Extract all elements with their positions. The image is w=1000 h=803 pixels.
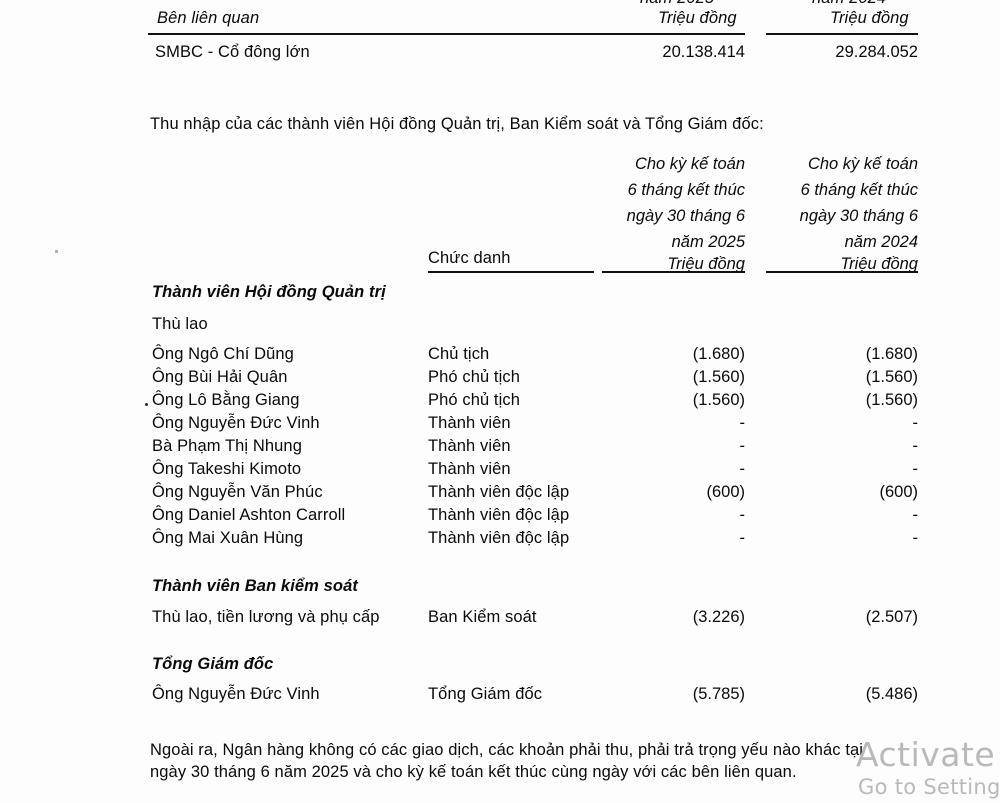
row-name: Thù lao, tiền lương và phụ cấp [152,608,380,626]
header-2024-line-2: 6 tháng kết thúc [800,181,918,199]
header-2024-line-4: năm 2024 [844,233,918,251]
row-value-2024: (2.507) [865,608,918,626]
header-2024-line-5: Triệu đồng [840,255,918,273]
row-name: Bà Phạm Thị Nhung [152,437,302,455]
top-table-header-party: Bên liên quan [157,9,260,27]
section-subheading-remuneration: Thù lao [152,315,208,333]
section-heading-supervisory: Thành viên Ban kiểm soát [152,577,358,595]
header-2025-line-4: năm 2025 [671,233,745,251]
row-value-2025: (3.226) [692,608,745,626]
top-table-row-value-2024: 29.284.052 [835,43,918,61]
intro-paragraph: Thu nhập của các thành viên Hội đồng Quả… [150,115,764,133]
row-name: Ông Takeshi Kimoto [152,460,302,478]
row-name: Ông Mai Xuân Hùng [152,529,304,547]
row-value-2024: (600) [879,483,918,501]
row-value-2024: (1.560) [865,368,918,386]
row-position: Thành viên độc lập [428,506,570,524]
row-name: Ông Nguyễn Đức Vinh [152,685,320,703]
row-value-2024: - [912,529,919,547]
row-position: Thành viên [428,437,511,455]
row-value-2024: (5.486) [865,685,918,703]
header-position-label: Chức danh [428,249,511,267]
row-value-2024: (1.680) [865,345,918,363]
top-table-rule-right [766,33,918,35]
row-value-2025: (1.560) [692,391,745,409]
main-table-rule-2025 [602,271,745,273]
scan-artifact-dot [145,403,148,406]
top-table-header-unit-2025: Triệu đồng [658,9,737,27]
row-name: Ông Bùi Hải Quân [152,368,288,386]
top-table-header-unit-2024: Triệu đồng [830,9,909,27]
row-value-2025: - [739,414,746,432]
row-value-2024: - [912,506,919,524]
header-2025-line-3: ngày 30 tháng 6 [626,207,745,225]
row-value-2024: - [912,437,919,455]
row-name: Ông Lô Bằng Giang [152,391,300,409]
row-value-2025: (1.560) [692,368,745,386]
main-table-rule-2024 [766,271,918,273]
top-table-row-party: SMBC - Cổ đông lớn [155,43,310,61]
row-value-2025: - [739,437,746,455]
row-value-2024: - [912,414,919,432]
section-heading-board: Thành viên Hội đồng Quản trị [152,283,386,301]
footer-line-1: Ngoài ra, Ngân hàng không có các giao dị… [150,741,864,759]
top-table-year-2024-clipped: năm 2024 [812,0,932,9]
row-value-2024: - [912,460,919,478]
header-2025-line-2: 6 tháng kết thúc [627,181,745,199]
row-position: Thành viên độc lập [428,483,570,501]
row-position: Thành viên độc lập [428,529,570,547]
row-position: Thành viên [428,460,511,478]
row-position: Phó chủ tịch [428,391,521,409]
row-position: Chủ tịch [428,345,490,363]
row-value-2025: (1.680) [692,345,745,363]
watermark-subtitle: Go to Setting [858,775,1000,799]
top-table-row-value-2025: 20.138.414 [662,43,745,61]
row-position: Ban Kiểm soát [428,608,537,626]
header-2025-line-1-i: Cho kỳ kế toán [634,155,745,173]
footer-line-2: ngày 30 tháng 6 năm 2025 và cho kỳ kế to… [150,763,797,781]
header-2024-line-3: ngày 30 tháng 6 [799,207,918,225]
header-2024-line-1: Cho kỳ kế toán [807,155,918,173]
row-value-2025: - [739,460,746,478]
row-position: Phó chủ tịch [428,368,521,386]
row-name: Ông Nguyễn Đức Vinh [152,414,320,432]
header-2025-line-5: Triệu đồng [667,255,745,273]
row-value-2025: (5.785) [692,685,745,703]
row-value-2025: (600) [706,483,745,501]
top-table-rule-left [148,33,745,35]
section-heading-ceo: Tổng Giám đốc [152,655,274,673]
row-value-2024: (1.560) [865,391,918,409]
row-position: Thành viên [428,414,511,432]
row-position: Tổng Giám đốc [428,685,543,703]
row-name: Ông Daniel Ashton Carroll [152,506,346,524]
row-name: Ông Nguyễn Văn Phúc [152,483,323,501]
main-table-rule-position [428,271,594,273]
top-table-year-2025-clipped: năm 2025 [640,0,760,9]
scan-artifact-speck [55,250,58,253]
row-value-2025: - [739,506,746,524]
row-value-2025: - [739,529,746,547]
watermark-title: Activate W [856,735,1000,774]
row-name: Ông Ngô Chí Dũng [152,345,294,363]
